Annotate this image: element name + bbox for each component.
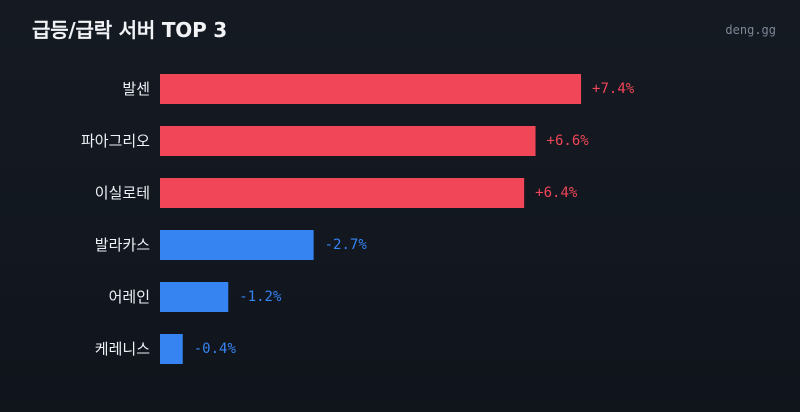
value-label: -1.2%: [239, 289, 282, 305]
bar-fall[interactable]: [160, 282, 229, 312]
category-label: 어레인: [109, 288, 150, 306]
value-label: +7.4%: [592, 81, 635, 97]
category-label: 케레니스: [95, 340, 150, 358]
value-label: -0.4%: [194, 341, 237, 357]
brand-label[interactable]: deng.gg: [725, 23, 776, 37]
category-label: 이실로테: [95, 184, 150, 202]
bar-rise[interactable]: [160, 74, 582, 104]
value-label: -2.7%: [325, 237, 368, 253]
bar-rise[interactable]: [160, 178, 525, 208]
value-label: +6.6%: [547, 133, 590, 149]
value-label: +6.4%: [535, 185, 578, 201]
category-label: 파아그리오: [81, 132, 150, 150]
bar-fall[interactable]: [160, 230, 314, 260]
category-label: 발센: [122, 80, 150, 98]
bar-fall[interactable]: [160, 334, 183, 364]
category-label: 발라카스: [95, 236, 150, 254]
chart-title: 급등/급락 서버 TOP 3: [32, 18, 228, 42]
bar-rise[interactable]: [160, 126, 536, 156]
